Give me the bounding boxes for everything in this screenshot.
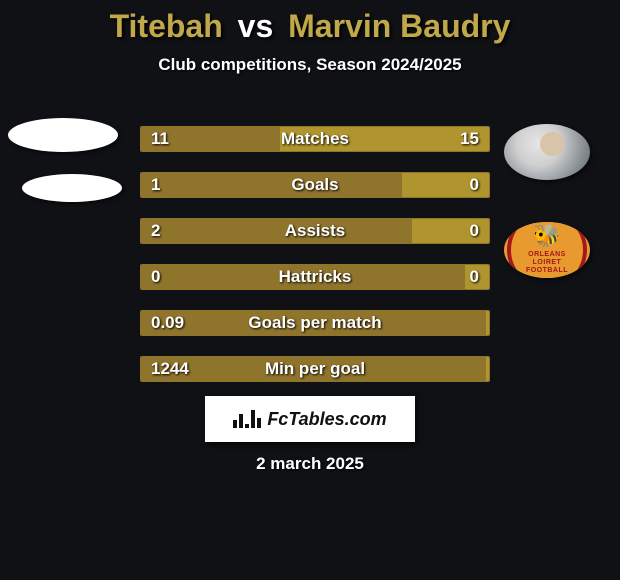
source-label: FcTables.com bbox=[267, 409, 386, 430]
bar-label: Matches bbox=[141, 127, 489, 151]
bar-value-player2: 0 bbox=[470, 265, 479, 289]
bar-value-player2: 15 bbox=[460, 127, 479, 151]
club-badge-label: ORLEANS LOIRET FOOTBALL bbox=[526, 251, 568, 274]
stat-bar-row: Matches11 15 bbox=[140, 126, 490, 152]
bar-value-player1: 0.09 bbox=[151, 311, 184, 335]
player-avatar-icon bbox=[504, 124, 590, 180]
bar-value-player2: 0 bbox=[470, 219, 479, 243]
subtitle: Club competitions, Season 2024/2025 bbox=[0, 55, 620, 75]
placeholder-ellipse-icon bbox=[22, 174, 122, 202]
club-badge-emblem-icon: 🐝 bbox=[533, 225, 560, 247]
bar-label: Hattricks bbox=[141, 265, 489, 289]
bar-value-player1: 0 bbox=[151, 265, 160, 289]
left-placeholder-shapes bbox=[0, 118, 130, 202]
comparison-title: Titebah vs Marvin Baudry bbox=[0, 0, 620, 45]
bar-value-player2: 0 bbox=[470, 173, 479, 197]
player1-name: Titebah bbox=[110, 8, 223, 44]
stat-bar-row: Min per goal1244 bbox=[140, 356, 490, 382]
bar-value-player1: 1 bbox=[151, 173, 160, 197]
club-badge-inner: 🐝 ORLEANS LOIRET FOOTBALL bbox=[507, 222, 587, 278]
right-avatar-column: 🐝 ORLEANS LOIRET FOOTBALL bbox=[504, 124, 590, 278]
club-badge-icon: 🐝 ORLEANS LOIRET FOOTBALL bbox=[504, 222, 590, 278]
bar-value-player1: 2 bbox=[151, 219, 160, 243]
stat-bar-row: Hattricks0 0 bbox=[140, 264, 490, 290]
stat-bar-row: Goals per match0.09 bbox=[140, 310, 490, 336]
placeholder-ellipse-icon bbox=[8, 118, 118, 152]
stat-bar-row: Goals1 0 bbox=[140, 172, 490, 198]
bar-label: Goals bbox=[141, 173, 489, 197]
footer-date: 2 march 2025 bbox=[0, 454, 620, 474]
bar-label: Min per goal bbox=[141, 357, 489, 381]
bars-icon bbox=[233, 410, 261, 428]
stat-bar-row: Assists2 0 bbox=[140, 218, 490, 244]
player2-name: Marvin Baudry bbox=[288, 8, 510, 44]
source-badge: FcTables.com bbox=[205, 396, 415, 442]
stat-bars: Matches1115Goals10Assists20Hattricks00Go… bbox=[140, 126, 490, 402]
bar-value-player1: 1244 bbox=[151, 357, 189, 381]
vs-label: vs bbox=[238, 8, 274, 44]
bar-label: Goals per match bbox=[141, 311, 489, 335]
bar-value-player1: 11 bbox=[151, 127, 169, 151]
bar-label: Assists bbox=[141, 219, 489, 243]
